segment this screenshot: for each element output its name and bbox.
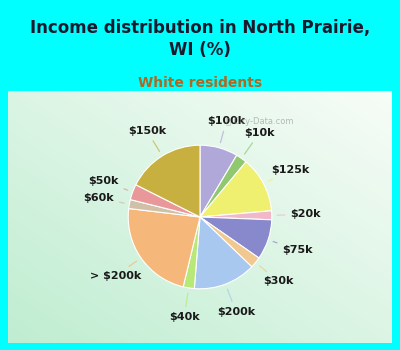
Text: $10k: $10k (244, 128, 275, 154)
Text: $200k: $200k (217, 289, 255, 317)
Wedge shape (200, 155, 246, 217)
Wedge shape (130, 185, 200, 217)
Wedge shape (200, 217, 272, 258)
Wedge shape (136, 145, 200, 217)
Text: $40k: $40k (169, 293, 199, 322)
Text: White residents: White residents (138, 76, 262, 90)
Wedge shape (200, 211, 272, 220)
Text: $20k: $20k (277, 210, 321, 219)
Wedge shape (200, 162, 272, 217)
Wedge shape (183, 217, 200, 289)
Text: $50k: $50k (88, 176, 128, 190)
Wedge shape (194, 217, 252, 289)
Wedge shape (129, 199, 200, 217)
Wedge shape (200, 217, 259, 267)
Wedge shape (128, 209, 200, 287)
Text: $75k: $75k (273, 241, 313, 255)
Text: > $200k: > $200k (90, 261, 141, 281)
Text: $60k: $60k (83, 194, 124, 203)
Text: Income distribution in North Prairie,
WI (%): Income distribution in North Prairie, WI… (30, 19, 370, 59)
Wedge shape (200, 145, 237, 217)
Text: $100k: $100k (207, 116, 246, 143)
Text: ⓘ City-Data.com: ⓘ City-Data.com (226, 117, 294, 126)
Text: $150k: $150k (128, 126, 166, 151)
Text: $30k: $30k (260, 266, 294, 286)
Text: $125k: $125k (268, 165, 309, 181)
